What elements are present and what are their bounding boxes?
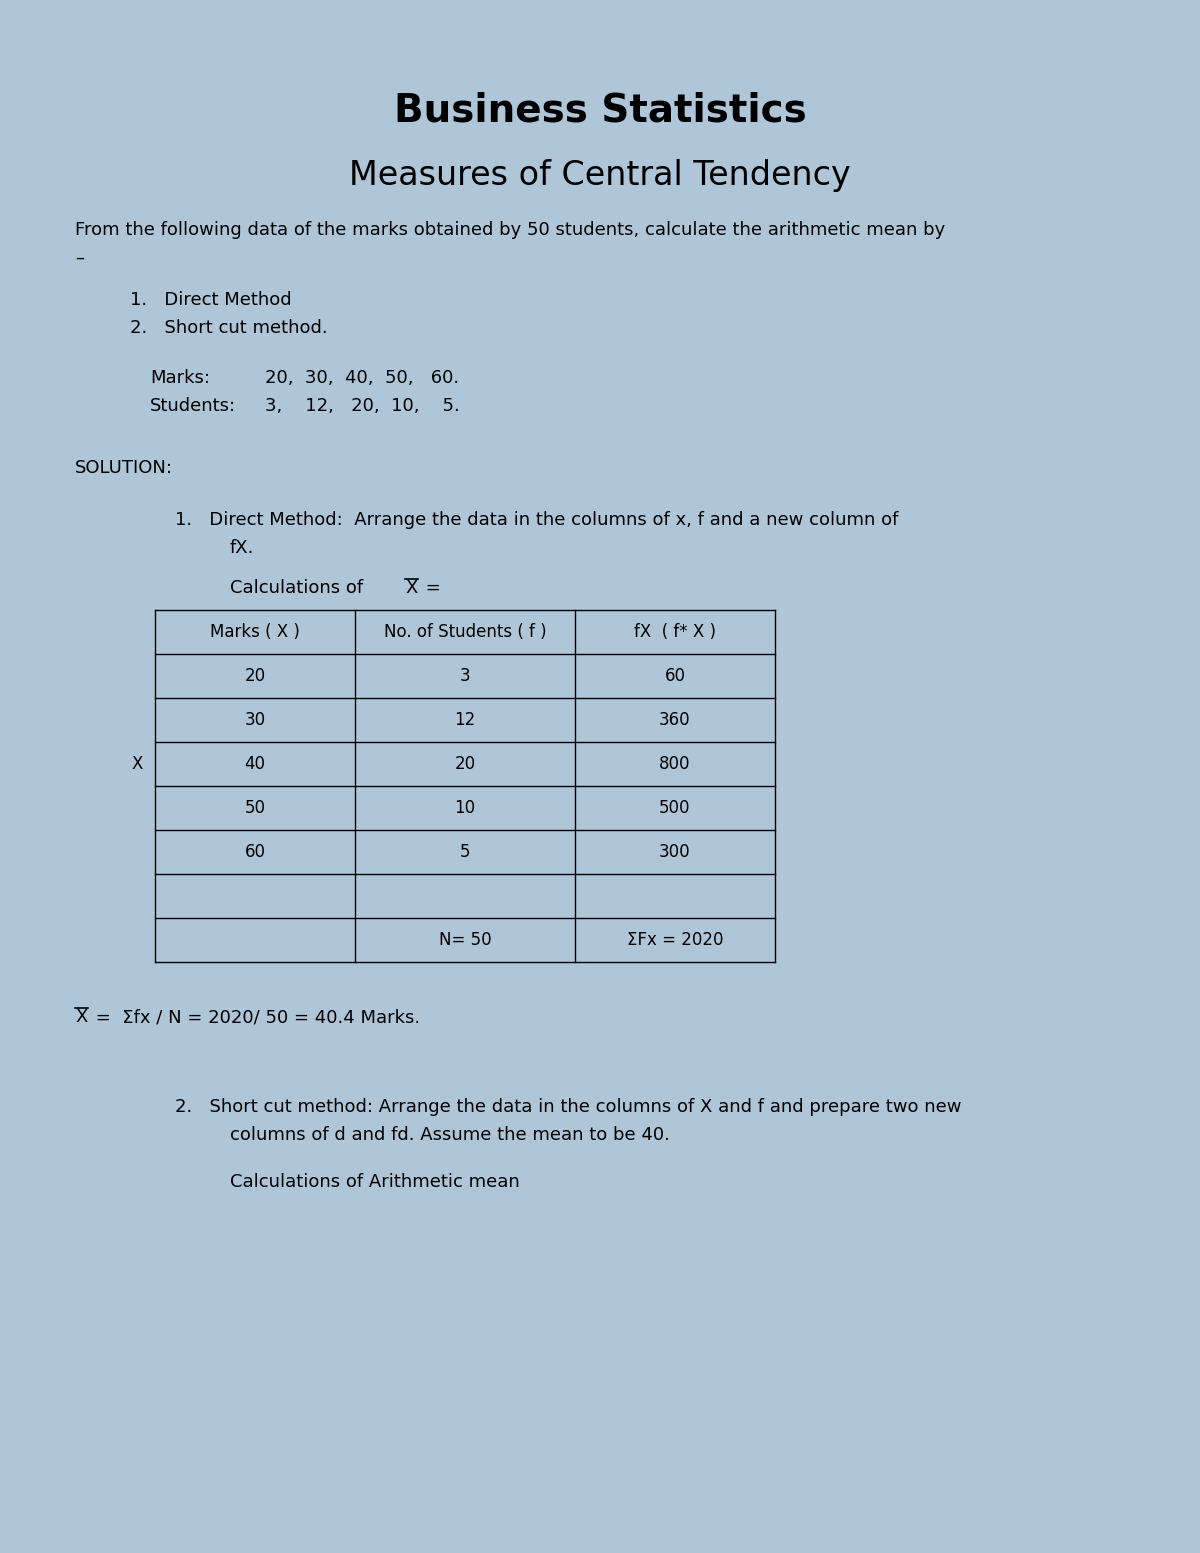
Text: 1.   Direct Method:  Arrange the data in the columns of x, f and a new column of: 1. Direct Method: Arrange the data in th… bbox=[175, 511, 899, 530]
Text: Calculations of Arithmetic mean: Calculations of Arithmetic mean bbox=[230, 1173, 520, 1191]
Text: 12: 12 bbox=[455, 711, 475, 728]
Text: =  Σfx / N = 2020/ 50 = 40.4 Marks.: = Σfx / N = 2020/ 50 = 40.4 Marks. bbox=[90, 1008, 420, 1027]
Text: X: X bbox=[132, 755, 143, 773]
Text: 10: 10 bbox=[455, 798, 475, 817]
Text: 500: 500 bbox=[659, 798, 691, 817]
Text: 40: 40 bbox=[245, 755, 265, 773]
Text: Business Statistics: Business Statistics bbox=[394, 92, 806, 129]
Text: Students:: Students: bbox=[150, 398, 236, 415]
Text: From the following data of the marks obtained by 50 students, calculate the arit: From the following data of the marks obt… bbox=[74, 221, 946, 239]
Text: fX  ( f* X ): fX ( f* X ) bbox=[634, 623, 716, 641]
Text: N= 50: N= 50 bbox=[439, 930, 491, 949]
Text: 3,    12,   20,  10,    5.: 3, 12, 20, 10, 5. bbox=[265, 398, 460, 415]
Text: columns of d and fd. Assume the mean to be 40.: columns of d and fd. Assume the mean to … bbox=[230, 1126, 670, 1145]
Text: SOLUTION:: SOLUTION: bbox=[74, 460, 173, 477]
Text: 20,  30,  40,  50,   60.: 20, 30, 40, 50, 60. bbox=[265, 370, 460, 387]
Text: –: – bbox=[74, 248, 84, 267]
Text: 60: 60 bbox=[665, 666, 685, 685]
Text: 50: 50 bbox=[245, 798, 265, 817]
Text: 30: 30 bbox=[245, 711, 265, 728]
Text: 2.   Short cut method.: 2. Short cut method. bbox=[130, 318, 328, 337]
Text: No. of Students ( f ): No. of Students ( f ) bbox=[384, 623, 546, 641]
Text: =: = bbox=[420, 579, 440, 596]
Text: 5: 5 bbox=[460, 843, 470, 860]
Text: 800: 800 bbox=[659, 755, 691, 773]
Text: Calculations of: Calculations of bbox=[230, 579, 374, 596]
Text: 360: 360 bbox=[659, 711, 691, 728]
Text: 20: 20 bbox=[245, 666, 265, 685]
Text: X: X bbox=[74, 1008, 88, 1027]
Text: ΣFx = 2020: ΣFx = 2020 bbox=[626, 930, 724, 949]
Text: 20: 20 bbox=[455, 755, 475, 773]
Text: 300: 300 bbox=[659, 843, 691, 860]
Text: 2.   Short cut method: Arrange the data in the columns of X and f and prepare tw: 2. Short cut method: Arrange the data in… bbox=[175, 1098, 961, 1117]
Text: X: X bbox=[406, 579, 418, 596]
Text: 1.   Direct Method: 1. Direct Method bbox=[130, 290, 292, 309]
Text: 60: 60 bbox=[245, 843, 265, 860]
Text: Measures of Central Tendency: Measures of Central Tendency bbox=[349, 158, 851, 191]
Text: Marks:: Marks: bbox=[150, 370, 210, 387]
Text: 3: 3 bbox=[460, 666, 470, 685]
Text: fX.: fX. bbox=[230, 539, 254, 558]
Text: Marks ( X ): Marks ( X ) bbox=[210, 623, 300, 641]
